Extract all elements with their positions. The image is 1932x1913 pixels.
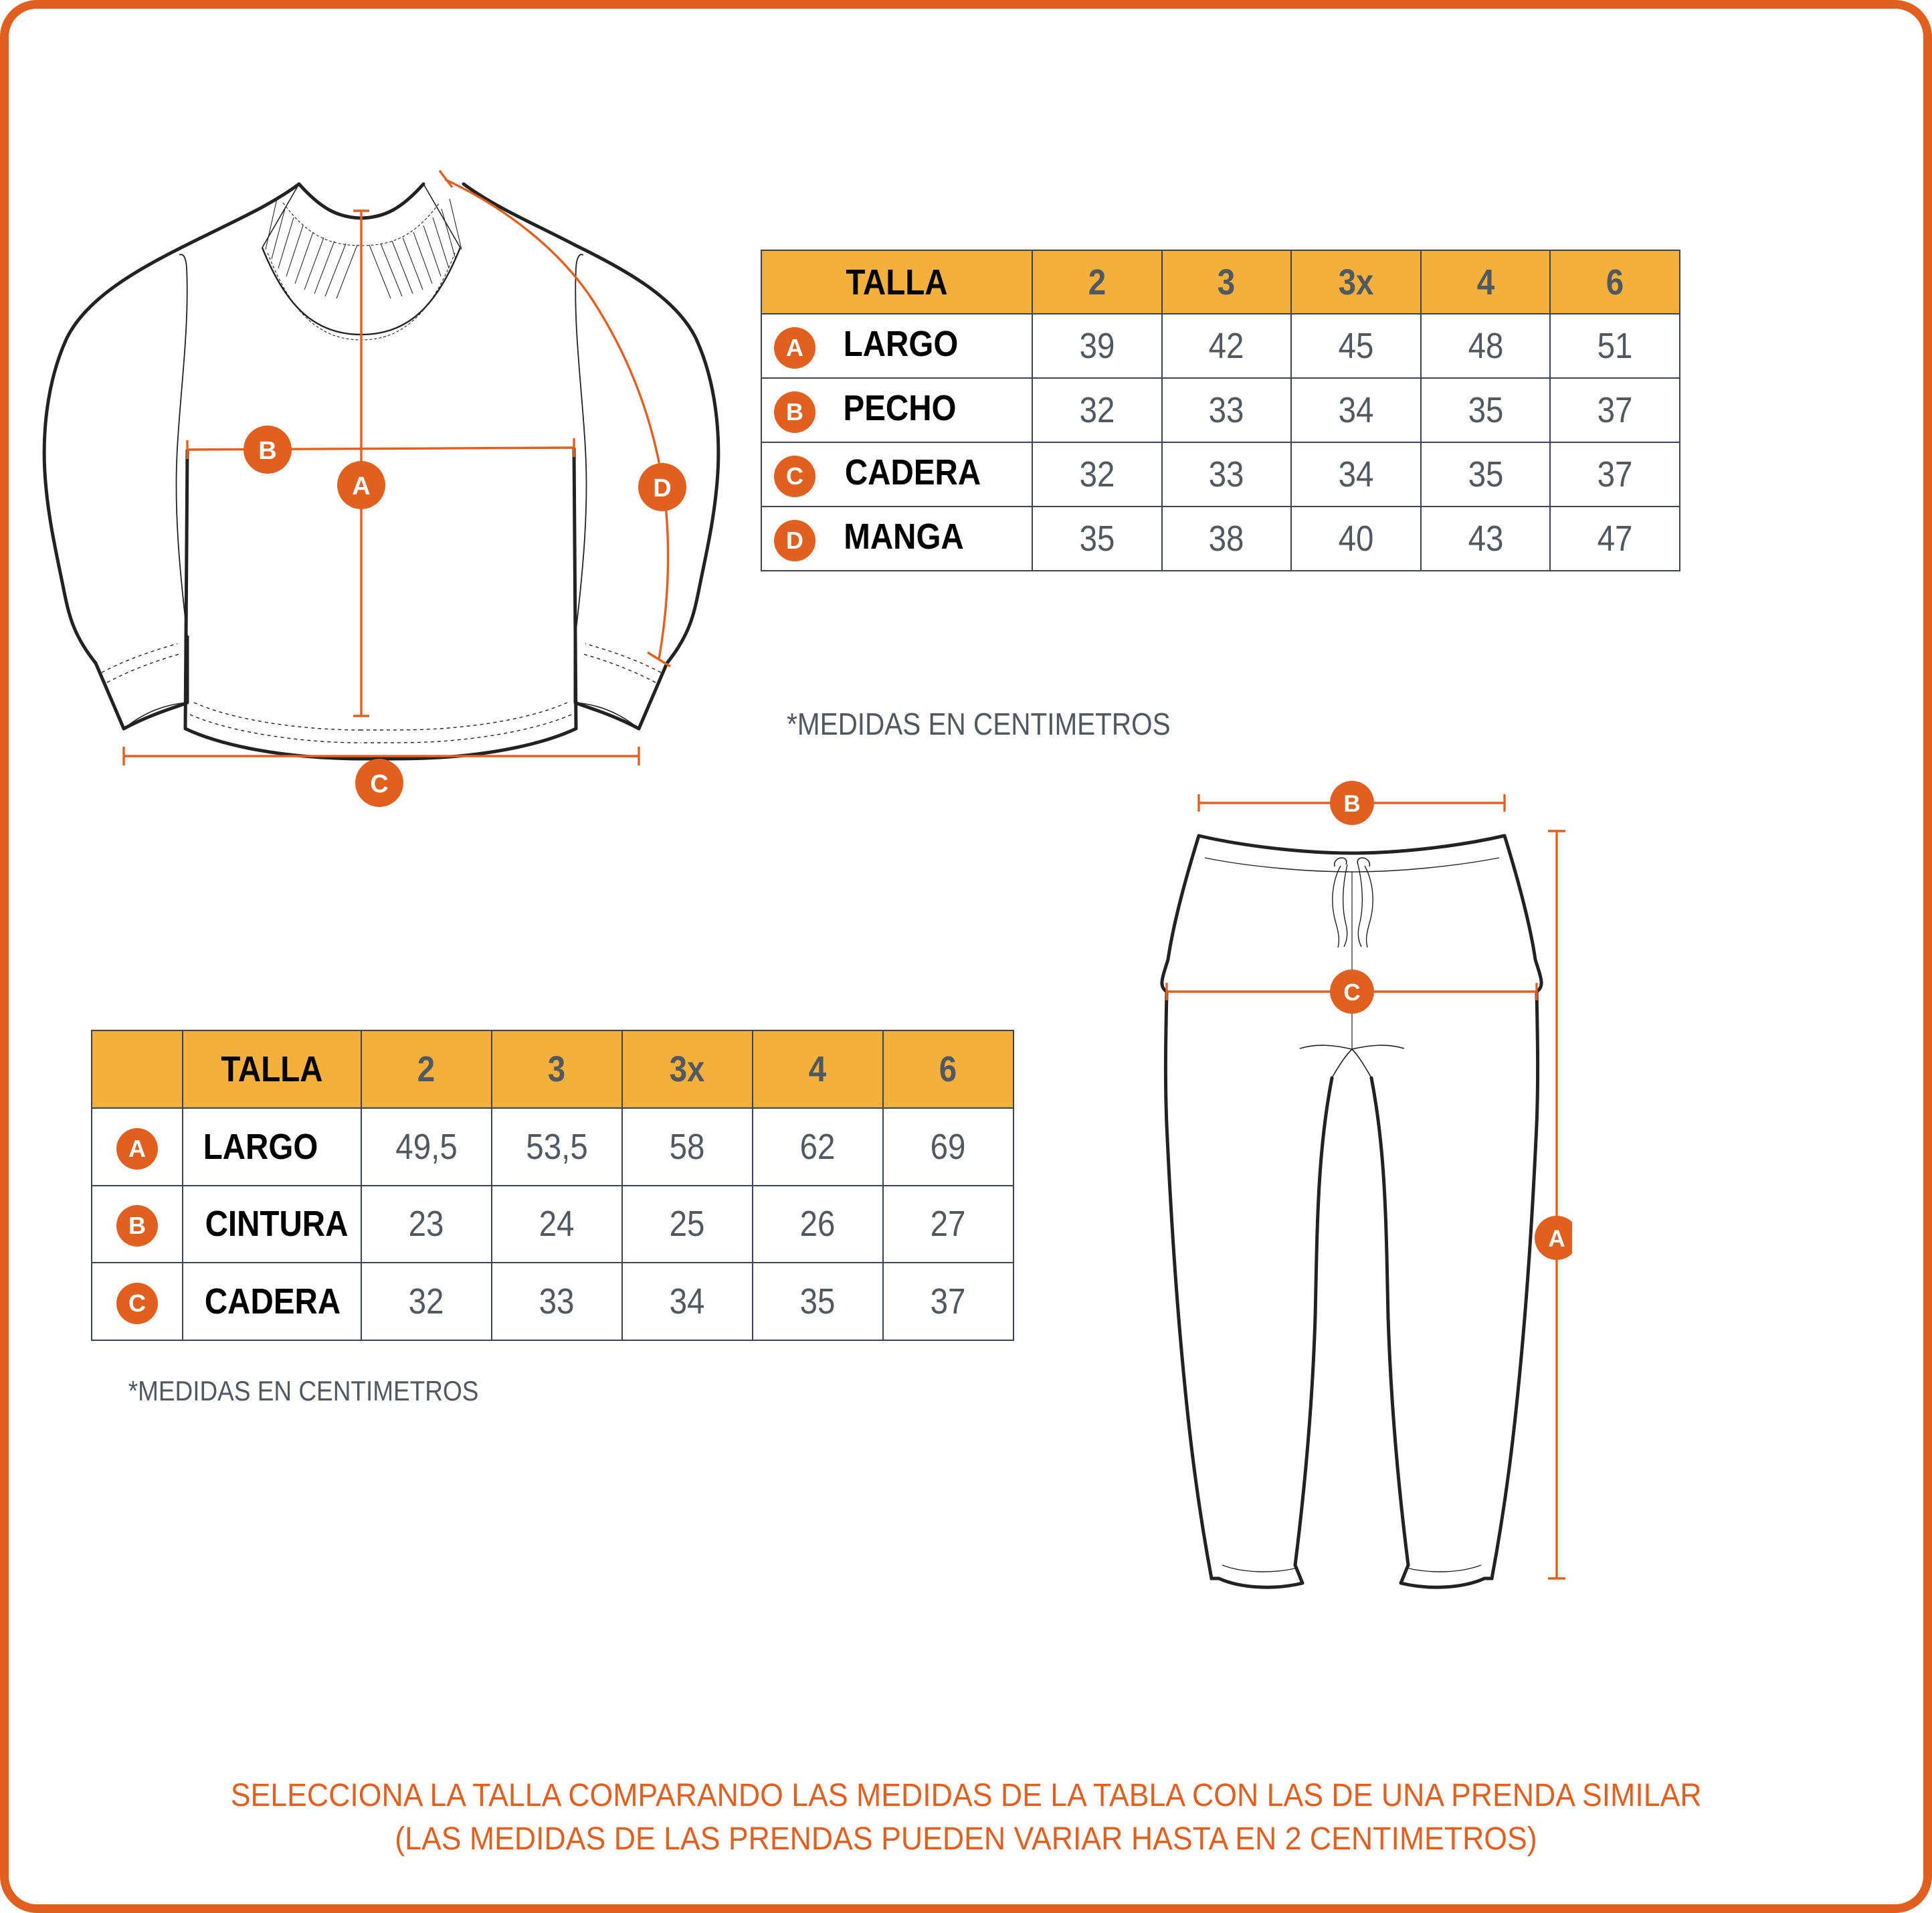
svg-text:B: B [1343, 791, 1360, 817]
svg-text:B: B [258, 437, 276, 465]
svg-text:A: A [352, 472, 370, 500]
svg-text:C: C [1343, 980, 1360, 1006]
svg-text:A: A [1548, 1226, 1565, 1252]
svg-text:C: C [370, 770, 388, 798]
svg-text:D: D [653, 474, 671, 503]
